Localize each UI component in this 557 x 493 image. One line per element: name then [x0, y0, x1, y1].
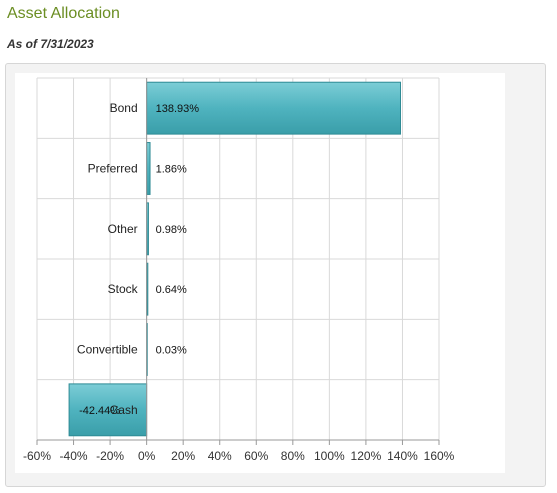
category-label: Convertible: [77, 343, 138, 357]
category-label: Preferred: [88, 162, 138, 176]
asset-allocation-chart: Bond 138.93% Preferred 1.86% Other 0.98% Stock…: [10, 73, 505, 473]
category-label: Bond: [110, 101, 138, 115]
bar-layer: [68, 81, 401, 437]
chart-svg: Bond 138.93% Preferred 1.86% Other 0.98% Stock…: [15, 73, 505, 473]
x-tick-label: -60%: [23, 449, 51, 463]
x-tick-label: 60%: [244, 449, 268, 463]
x-tick-label: 120%: [351, 449, 382, 463]
x-tick-label: 140%: [387, 449, 418, 463]
label-layer: Bond 138.93% Preferred 1.86% Other 0.98% Stock…: [77, 101, 199, 417]
bar-preferred: [146, 142, 151, 195]
x-tick-label: -20%: [96, 449, 124, 463]
x-tick-label: 20%: [171, 449, 195, 463]
value-label: -42.44%: [79, 405, 120, 417]
x-tick-label: 40%: [208, 449, 232, 463]
x-tick-label: 160%: [424, 449, 455, 463]
bar-bond: [146, 81, 401, 135]
page-title: Asset Allocation: [7, 5, 120, 22]
category-label: Cash: [110, 403, 138, 417]
x-tick-label: 0%: [138, 449, 156, 463]
x-tick-label: 80%: [281, 449, 305, 463]
x-tick-label: 100%: [314, 449, 345, 463]
value-label: 0.98%: [156, 224, 187, 236]
value-label: 1.86%: [156, 164, 187, 176]
value-label: 138.93%: [156, 103, 200, 115]
category-label: Other: [108, 222, 138, 236]
as-of-date: As of 7/31/2023: [7, 37, 94, 51]
value-label: 0.03%: [156, 345, 187, 357]
category-label: Stock: [108, 282, 139, 296]
value-label: 0.64%: [156, 284, 187, 296]
x-tick-label: -40%: [60, 449, 88, 463]
axis-layer: -60% -40% -20% 0% 20% 40% 60% 80% 100% 120% 140% 16…: [23, 78, 455, 463]
